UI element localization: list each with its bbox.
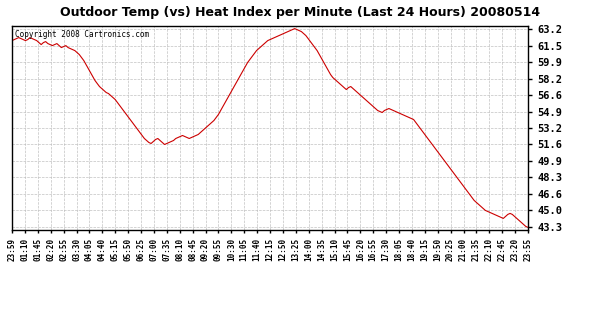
Text: Outdoor Temp (vs) Heat Index per Minute (Last 24 Hours) 20080514: Outdoor Temp (vs) Heat Index per Minute … bbox=[60, 6, 540, 20]
Text: Copyright 2008 Cartronics.com: Copyright 2008 Cartronics.com bbox=[14, 30, 149, 39]
